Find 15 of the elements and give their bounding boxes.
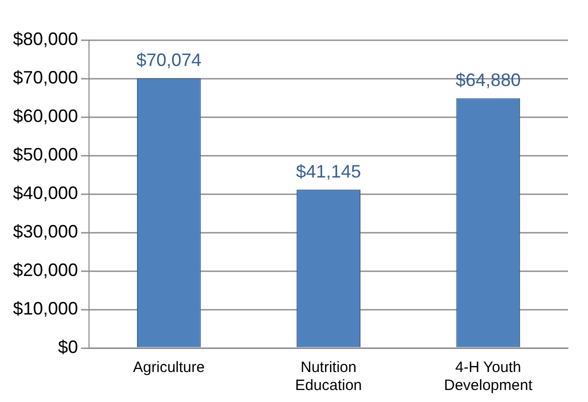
y-tick-label: $0 [58,336,78,357]
data-label: $64,880 [456,70,521,90]
y-tick-label: $60,000 [12,106,78,126]
data-label: $41,145 [296,162,362,182]
y-tick-label: $20,000 [12,260,78,280]
x-tick-label: Agriculture [133,359,205,376]
x-tick-label: 4-H Youth Development [444,359,534,394]
y-tick-label: $30,000 [12,221,78,242]
x-tick-label: Nutrition Education [295,359,362,394]
y-tick-label: $80,000 [12,28,78,49]
data-label: $70,074 [136,50,202,70]
y-tick-label: $40,000 [12,182,78,203]
y-tick-label: $70,000 [12,67,78,88]
y-tick-label: $50,000 [12,144,78,164]
y-tick-label: $10,000 [12,298,78,318]
